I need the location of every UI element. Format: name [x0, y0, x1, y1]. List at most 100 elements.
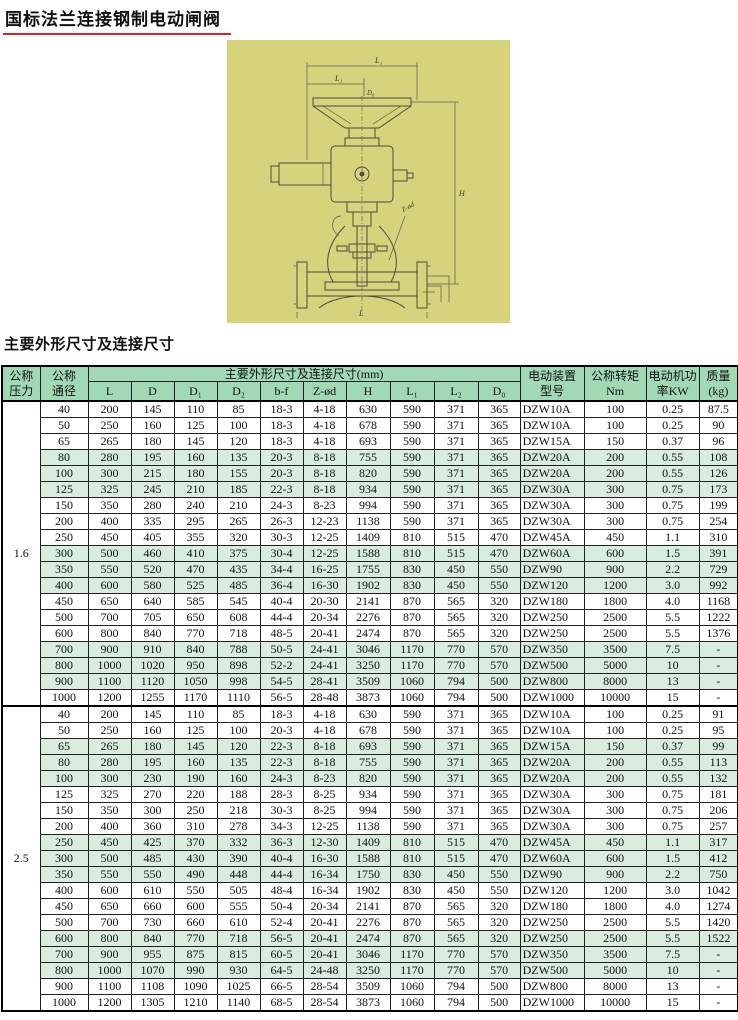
value-cell: 830 [389, 577, 435, 595]
actuator-model-cell: DZW45A [519, 529, 585, 547]
value-cell: 794 [433, 673, 479, 691]
diameter-cell: 100 [39, 465, 89, 483]
value-cell: 2474 [345, 930, 391, 948]
table-row: 80 280 195 160 135 20-3 8-18 755 590 371 365 DZW20A… [2, 449, 738, 467]
actuator-model-cell: DZW800 [519, 978, 585, 996]
value-cell: 840 [130, 625, 175, 643]
value-cell: 270 [130, 786, 175, 804]
value-cell: 22-3 [259, 738, 304, 756]
value-cell: 450 [433, 577, 479, 595]
value-cell: 500 [87, 850, 132, 868]
value-cell: 630 [345, 705, 391, 724]
value-cell: 1.1 [645, 834, 700, 852]
value-cell: 910 [130, 641, 175, 659]
value-cell: 5.5 [645, 609, 700, 627]
value-cell: 412 [698, 850, 738, 868]
value-cell: 0.75 [645, 818, 700, 836]
value-cell: 470 [477, 850, 521, 868]
value-cell: 52-4 [259, 914, 304, 932]
valve-drawing: L₁ L₂ D₀ [227, 40, 510, 323]
value-cell: 215 [130, 465, 175, 483]
value-cell: 590 [389, 400, 435, 419]
value-cell: 180 [130, 738, 175, 756]
table-row: 65 265 180 145 120 18-3 4-18 693 590 371 365 DZW15A… [2, 433, 738, 451]
value-cell: 550 [130, 866, 175, 884]
value-cell: - [698, 962, 738, 980]
value-cell: 410 [173, 545, 218, 563]
value-cell: 54-5 [259, 673, 304, 691]
value-cell: 870 [389, 625, 435, 643]
value-cell: 20-41 [302, 914, 347, 932]
value-cell: 2141 [345, 898, 391, 916]
value-cell: 12-25 [302, 818, 347, 836]
value-cell: 1588 [345, 850, 391, 868]
value-cell: 640 [130, 593, 175, 611]
col-header-D1: D₁ [173, 381, 218, 402]
value-cell: 10 [645, 962, 700, 980]
value-cell: 930 [216, 962, 261, 980]
actuator-model-cell: DZW30A [519, 497, 585, 515]
value-cell: 250 [173, 802, 218, 820]
value-cell: - [698, 994, 738, 1012]
actuator-model-cell: DZW120 [519, 577, 585, 595]
value-cell: 3046 [345, 946, 391, 964]
value-cell: 565 [433, 625, 479, 643]
value-cell: 99 [698, 738, 738, 756]
value-cell: 718 [216, 930, 261, 948]
col-header-b-f: b-f [259, 381, 304, 402]
value-cell: 590 [389, 481, 435, 499]
diameter-cell: 250 [39, 529, 89, 547]
actuator-model-cell: DZW500 [519, 657, 585, 675]
value-cell: 28-54 [302, 994, 347, 1012]
actuator-model-cell: DZW20A [519, 465, 585, 483]
value-cell: 555 [216, 898, 261, 916]
value-cell: 320 [477, 609, 521, 627]
value-cell: 206 [698, 802, 738, 820]
value-cell: 729 [698, 561, 738, 579]
value-cell: 2500 [583, 930, 647, 948]
value-cell: 56-5 [259, 930, 304, 948]
diameter-cell: 150 [39, 802, 89, 820]
diameter-cell: 500 [39, 914, 89, 932]
col-header-D0: D₀ [477, 381, 521, 402]
value-cell: 1.1 [645, 529, 700, 547]
diameter-cell: 65 [39, 738, 89, 756]
value-cell: 18-3 [259, 433, 304, 451]
value-cell: 91 [698, 705, 738, 724]
value-cell: 125 [173, 722, 218, 740]
value-cell: 20-3 [259, 449, 304, 467]
table-row: 700 900 955 875 815 60-5 20-41 3046 1170 770 570 DZ… [2, 946, 738, 964]
value-cell: 365 [477, 481, 521, 499]
value-cell: 400 [87, 818, 132, 836]
value-cell: 185 [216, 481, 261, 499]
value-cell: 525 [173, 577, 218, 595]
diameter-cell: 350 [39, 866, 89, 884]
value-cell: 3873 [345, 689, 391, 707]
value-cell: 660 [130, 898, 175, 916]
value-cell: 755 [345, 449, 391, 467]
value-cell: 370 [173, 834, 218, 852]
actuator-model-cell: DZW90 [519, 561, 585, 579]
value-cell: 565 [433, 609, 479, 627]
value-cell: 1100 [87, 673, 132, 691]
value-cell: 160 [130, 722, 175, 740]
table-row: 500 700 705 650 608 44-4 20-34 2276 870 565 320 DZW… [2, 609, 738, 627]
value-cell: 870 [389, 898, 435, 916]
value-cell: 36-3 [259, 834, 304, 852]
table-row: 125 325 245 210 185 22-3 8-18 934 590 371 365 DZW30… [2, 481, 738, 499]
value-cell: 371 [433, 802, 479, 820]
value-cell: 590 [389, 433, 435, 451]
diameter-cell: 450 [39, 898, 89, 916]
actuator-model-cell: DZW60A [519, 545, 585, 563]
value-cell: 1902 [345, 577, 391, 595]
value-cell: 450 [583, 529, 647, 547]
value-cell: 870 [389, 930, 435, 948]
value-cell: 371 [433, 722, 479, 740]
table-row: 50 250 160 125 100 20-3 4-18 678 590 371 365 DZW10A… [2, 722, 738, 740]
value-cell: 1060 [389, 689, 435, 707]
value-cell: 2500 [583, 625, 647, 643]
value-cell: 0.25 [645, 722, 700, 740]
value-cell: 90 [698, 417, 738, 435]
value-cell: 365 [477, 722, 521, 740]
actuator-model-cell: DZW30A [519, 802, 585, 820]
